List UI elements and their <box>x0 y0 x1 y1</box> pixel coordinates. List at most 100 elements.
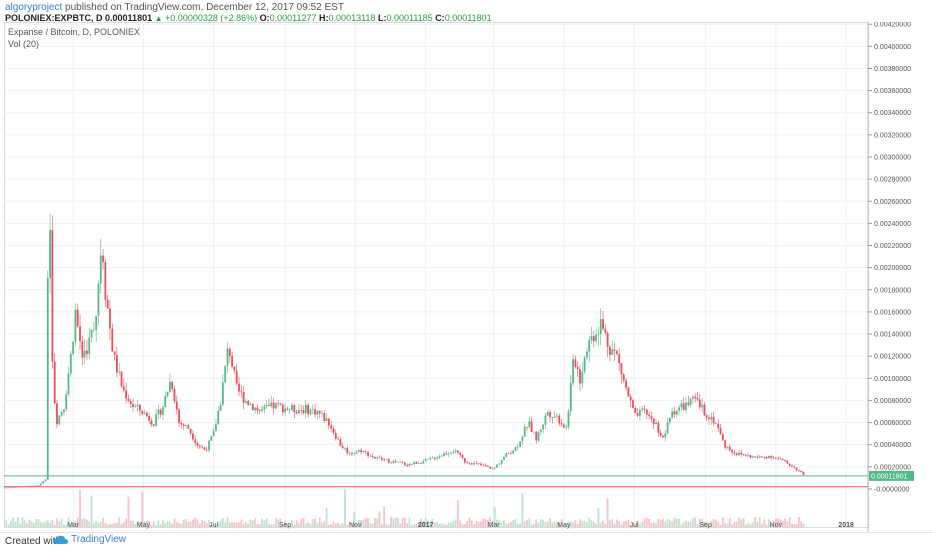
chart-area[interactable]: 0.00420000 0.00400000 0.00380000 0.00360000… <box>4 22 932 532</box>
candle-body <box>687 402 690 405</box>
volume-bar <box>226 517 229 527</box>
horizontal-lines <box>4 475 868 488</box>
volume-bar <box>72 522 75 527</box>
candle-body <box>705 415 708 418</box>
candle-body <box>180 422 183 425</box>
candle-body <box>417 463 420 464</box>
candle-body <box>332 428 335 433</box>
candle-body <box>689 398 692 405</box>
volume-bar <box>689 521 692 527</box>
volume-bar <box>774 518 777 527</box>
candle-body <box>673 411 676 415</box>
candle-body <box>576 366 579 370</box>
volume-bar <box>228 522 231 527</box>
volume-bar <box>544 522 547 527</box>
volume-bar <box>574 519 577 527</box>
candle-body <box>97 283 100 316</box>
volume-bar <box>318 517 321 527</box>
volume-bar <box>351 523 353 527</box>
candle-body <box>613 349 616 351</box>
volume-bar <box>539 519 542 527</box>
volume-bar <box>23 520 26 527</box>
volume-bar <box>761 523 763 527</box>
volume-bar <box>784 518 786 527</box>
x-tick-label: May <box>557 522 571 529</box>
candle-body <box>443 453 445 456</box>
candle-body <box>800 470 803 473</box>
volume-bar <box>482 518 485 527</box>
price-chart[interactable]: 0.00420000 0.00400000 0.00380000 0.00360000… <box>4 22 932 532</box>
candle-body <box>553 416 556 418</box>
candle-body <box>337 438 339 440</box>
volume-bar <box>675 518 678 527</box>
candle-body <box>334 432 337 439</box>
volume-bar <box>102 517 104 527</box>
volume-bar <box>597 508 600 527</box>
candle-body <box>781 458 784 460</box>
volume-bar <box>512 519 515 527</box>
volume-bar <box>378 511 381 527</box>
volume-bar <box>708 524 710 527</box>
candle-body <box>761 456 763 458</box>
candle-body <box>166 392 169 397</box>
candle-body <box>344 448 346 449</box>
volume-bar <box>740 519 743 527</box>
volume-bar <box>302 517 305 527</box>
price-badge-label: 0.00011801 <box>871 473 908 480</box>
volume-bar <box>588 517 591 527</box>
volume-bar <box>579 519 581 527</box>
candle-body <box>341 445 344 449</box>
candle-body <box>408 463 411 466</box>
candle-body <box>175 401 178 410</box>
volume-bar <box>159 524 162 527</box>
candle-body <box>551 417 554 418</box>
volume-bar <box>235 522 238 527</box>
candle-body <box>364 451 367 452</box>
candle-body <box>360 450 363 453</box>
y-tick-label: 0.00100000 <box>874 376 911 383</box>
chart-header: algoryproject published on TradingView.c… <box>0 0 932 23</box>
volume-bar <box>632 524 634 527</box>
volume-bar <box>175 522 178 527</box>
candle-body <box>327 418 330 426</box>
change-value: +0.00000328 (+2.86%) <box>165 13 258 23</box>
candle-body <box>433 457 436 459</box>
volume-bar <box>30 521 33 527</box>
author-link[interactable]: algoryproject <box>5 2 63 13</box>
y-tick-label: -0.0000000 <box>874 486 910 493</box>
candle-body <box>256 407 259 411</box>
volume-bar <box>307 522 310 527</box>
candle-body <box>567 411 570 427</box>
tradingview-brand[interactable]: TradingView <box>54 534 126 545</box>
candle-body <box>666 422 669 434</box>
volume-bar <box>403 517 406 527</box>
volume-bar <box>374 518 376 527</box>
time-axis[interactable]: Mar May Jul Sep Nov 2017 Mar May Jul Sep Nov 2018 <box>67 522 854 529</box>
volume-bar <box>293 524 296 527</box>
volume-bar <box>636 521 639 527</box>
candle-body <box>463 458 466 463</box>
candle-body <box>231 355 233 367</box>
volume-bar <box>618 521 621 527</box>
volume-bar <box>238 522 240 527</box>
volume-bar <box>279 518 282 527</box>
candle-body <box>509 453 512 454</box>
candle-body <box>390 462 392 464</box>
volume-bar <box>749 524 752 527</box>
volume-bar <box>219 520 222 527</box>
volume-bar <box>687 521 690 527</box>
price-axis[interactable]: 0.00420000 0.00400000 0.00380000 0.00360000… <box>867 22 911 532</box>
candle-body <box>86 350 88 354</box>
volume-bar <box>415 524 418 527</box>
volume-bar <box>155 524 157 527</box>
volume-bar <box>109 524 111 527</box>
volume-bar <box>95 520 98 527</box>
candle-body <box>233 366 236 371</box>
candle-body <box>788 463 791 466</box>
volume-bar <box>779 519 782 527</box>
candle-body <box>758 456 761 458</box>
candles <box>4 213 805 489</box>
candle-body <box>44 479 47 482</box>
candle-body <box>221 382 224 405</box>
candle-body <box>291 405 293 410</box>
